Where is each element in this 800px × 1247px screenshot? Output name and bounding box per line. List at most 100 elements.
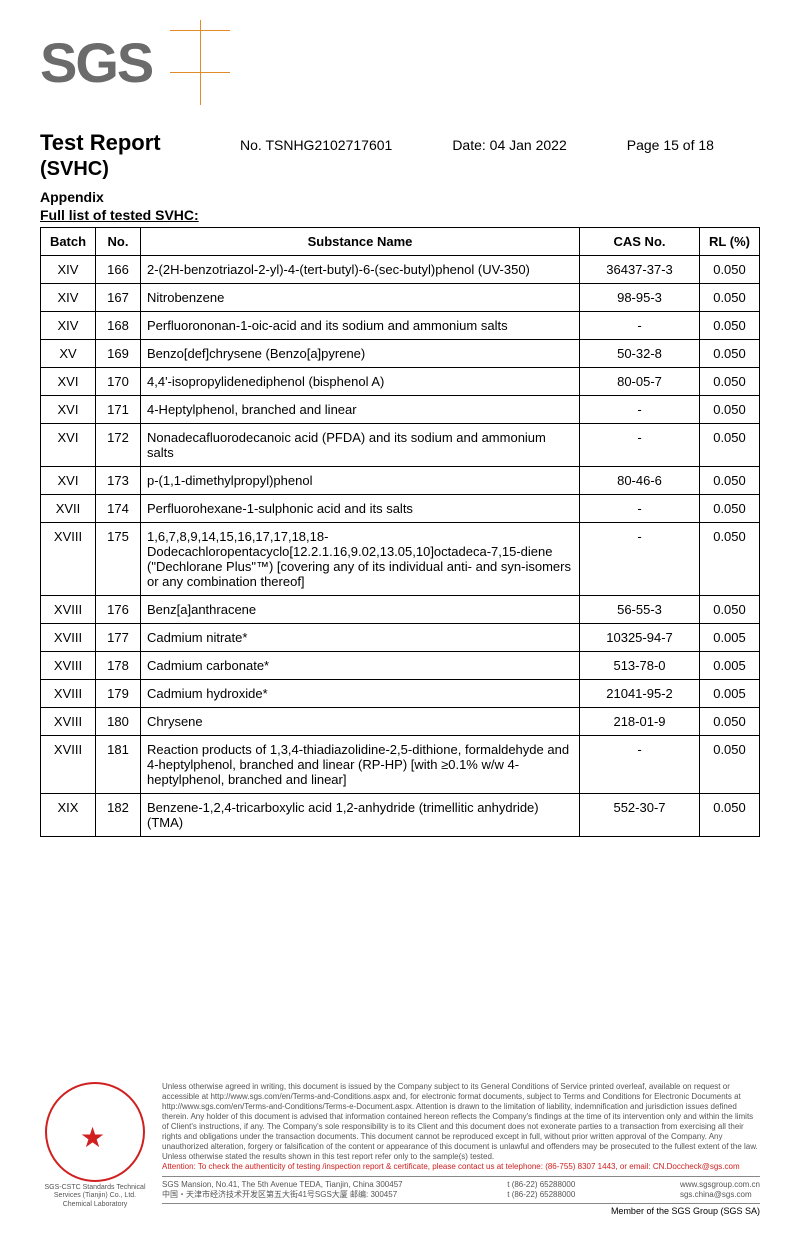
table-cell: 0.050 bbox=[700, 467, 760, 495]
table-cell: 168 bbox=[96, 312, 141, 340]
table-row: XV169Benzo[def]chrysene (Benzo[a]pyrene)… bbox=[41, 340, 760, 368]
table-cell: 181 bbox=[96, 736, 141, 794]
table-cell: XVII bbox=[41, 495, 96, 523]
table-row: XVIII1751,6,7,8,9,14,15,16,17,17,18,18-D… bbox=[41, 523, 760, 596]
table-cell: 179 bbox=[96, 680, 141, 708]
table-body: XIV1662-(2H-benzotriazol-2-yl)-4-(tert-b… bbox=[41, 256, 760, 837]
table-cell: 0.050 bbox=[700, 736, 760, 794]
stamp-star-icon: ★ bbox=[80, 1120, 105, 1155]
table-cell: - bbox=[580, 736, 700, 794]
table-cell: - bbox=[580, 424, 700, 467]
table-row: XVI172Nonadecafluorodecanoic acid (PFDA)… bbox=[41, 424, 760, 467]
table-cell: XVIII bbox=[41, 652, 96, 680]
table-cell: 171 bbox=[96, 396, 141, 424]
stamp-company-name: SGS-CSTC Standards Technical Services (T… bbox=[40, 1184, 150, 1210]
table-cell: 1,6,7,8,9,14,15,16,17,17,18,18-Dodecachl… bbox=[141, 523, 580, 596]
table-cell: Cadmium hydroxide* bbox=[141, 680, 580, 708]
table-cell: XIX bbox=[41, 794, 96, 837]
table-row: XIX182Benzene-1,2,4-tricarboxylic acid 1… bbox=[41, 794, 760, 837]
table-cell: 180 bbox=[96, 708, 141, 736]
table-cell: 178 bbox=[96, 652, 141, 680]
list-title: Full list of tested SVHC: bbox=[40, 207, 760, 223]
table-row: XVIII181Reaction products of 1,3,4-thiad… bbox=[41, 736, 760, 794]
table-cell: 10325-94-7 bbox=[580, 624, 700, 652]
table-cell: XV bbox=[41, 340, 96, 368]
table-cell: Nonadecafluorodecanoic acid (PFDA) and i… bbox=[141, 424, 580, 467]
table-cell: XVIII bbox=[41, 523, 96, 596]
table-cell: - bbox=[580, 312, 700, 340]
footer-member: Member of the SGS Group (SGS SA) bbox=[162, 1203, 760, 1217]
table-cell: - bbox=[580, 396, 700, 424]
footer-text-block: Unless otherwise agreed in writing, this… bbox=[162, 1082, 760, 1217]
table-cell: 182 bbox=[96, 794, 141, 837]
table-cell: 176 bbox=[96, 596, 141, 624]
table-cell: 50-32-8 bbox=[580, 340, 700, 368]
table-cell: XIV bbox=[41, 256, 96, 284]
table-cell: 173 bbox=[96, 467, 141, 495]
table-cell: 0.050 bbox=[700, 396, 760, 424]
table-cell: 0.050 bbox=[700, 284, 760, 312]
report-page: Page 15 of 18 bbox=[627, 137, 714, 153]
footer-address: SGS Mansion, No.41, The 5th Avenue TEDA,… bbox=[162, 1180, 403, 1200]
col-header-rl: RL (%) bbox=[700, 228, 760, 256]
table-row: XIV168Perfluorononan-1-oic-acid and its … bbox=[41, 312, 760, 340]
table-cell: 0.050 bbox=[700, 523, 760, 596]
table-cell: Benzene-1,2,4-tricarboxylic acid 1,2-anh… bbox=[141, 794, 580, 837]
table-cell: Perfluorohexane-1-sulphonic acid and its… bbox=[141, 495, 580, 523]
table-row: XVIII176Benz[a]anthracene56-55-30.050 bbox=[41, 596, 760, 624]
table-cell: 21041-95-2 bbox=[580, 680, 700, 708]
logo-rule-v bbox=[200, 20, 201, 105]
report-number: No. TSNHG2102717601 bbox=[240, 137, 392, 153]
table-cell: - bbox=[580, 495, 700, 523]
report-subtitle: (SVHC) bbox=[40, 158, 760, 181]
table-cell: XVI bbox=[41, 467, 96, 495]
table-cell: Benz[a]anthracene bbox=[141, 596, 580, 624]
table-cell: XVIII bbox=[41, 680, 96, 708]
table-row: XVI173p-(1,1-dimethylpropyl)phenol80-46-… bbox=[41, 467, 760, 495]
table-cell: Chrysene bbox=[141, 708, 580, 736]
table-row: XVIII179Cadmium hydroxide*21041-95-20.00… bbox=[41, 680, 760, 708]
table-cell: 0.050 bbox=[700, 256, 760, 284]
table-cell: 0.050 bbox=[700, 368, 760, 396]
table-cell: 513-78-0 bbox=[580, 652, 700, 680]
report-header-row: Test Report No. TSNHG2102717601 Date: 04… bbox=[40, 130, 760, 156]
table-cell: 169 bbox=[96, 340, 141, 368]
table-cell: Reaction products of 1,3,4-thiadiazolidi… bbox=[141, 736, 580, 794]
table-cell: 218-01-9 bbox=[580, 708, 700, 736]
table-cell: XVI bbox=[41, 368, 96, 396]
table-cell: XVI bbox=[41, 396, 96, 424]
table-cell: 172 bbox=[96, 424, 141, 467]
table-header-row: Batch No. Substance Name CAS No. RL (%) bbox=[41, 228, 760, 256]
table-cell: 166 bbox=[96, 256, 141, 284]
table-cell: 167 bbox=[96, 284, 141, 312]
svhc-table: Batch No. Substance Name CAS No. RL (%) … bbox=[40, 227, 760, 837]
footer-phone: t (86-22) 65288000 t (86-22) 65288000 bbox=[507, 1180, 575, 1200]
table-row: XIV1662-(2H-benzotriazol-2-yl)-4-(tert-b… bbox=[41, 256, 760, 284]
table-cell: 0.050 bbox=[700, 596, 760, 624]
table-cell: 80-05-7 bbox=[580, 368, 700, 396]
table-row: XVIII177Cadmium nitrate*10325-94-70.005 bbox=[41, 624, 760, 652]
table-cell: 0.050 bbox=[700, 312, 760, 340]
footer-disclaimer: Unless otherwise agreed in writing, this… bbox=[162, 1082, 760, 1162]
report-meta: No. TSNHG2102717601 Date: 04 Jan 2022 Pa… bbox=[240, 137, 760, 153]
table-cell: 36437-37-3 bbox=[580, 256, 700, 284]
table-cell: 170 bbox=[96, 368, 141, 396]
table-cell: - bbox=[580, 523, 700, 596]
footer-web: www.sgsgroup.com.cn sgs.china@sgs.com bbox=[680, 1180, 760, 1200]
table-cell: 175 bbox=[96, 523, 141, 596]
table-row: XVII174Perfluorohexane-1-sulphonic acid … bbox=[41, 495, 760, 523]
table-cell: 177 bbox=[96, 624, 141, 652]
table-row: XIV167Nitrobenzene98-95-30.050 bbox=[41, 284, 760, 312]
footer-attention: Attention: To check the authenticity of … bbox=[162, 1162, 760, 1172]
table-row: XVIII180Chrysene218-01-90.050 bbox=[41, 708, 760, 736]
appendix-label: Appendix bbox=[40, 189, 760, 205]
table-cell: Nitrobenzene bbox=[141, 284, 580, 312]
col-header-batch: Batch bbox=[41, 228, 96, 256]
table-cell: 0.050 bbox=[700, 495, 760, 523]
table-cell: XVIII bbox=[41, 624, 96, 652]
table-cell: 80-46-6 bbox=[580, 467, 700, 495]
report-date: Date: 04 Jan 2022 bbox=[452, 137, 566, 153]
table-row: XVI1714-Heptylphenol, branched and linea… bbox=[41, 396, 760, 424]
table-cell: 98-95-3 bbox=[580, 284, 700, 312]
table-cell: p-(1,1-dimethylpropyl)phenol bbox=[141, 467, 580, 495]
